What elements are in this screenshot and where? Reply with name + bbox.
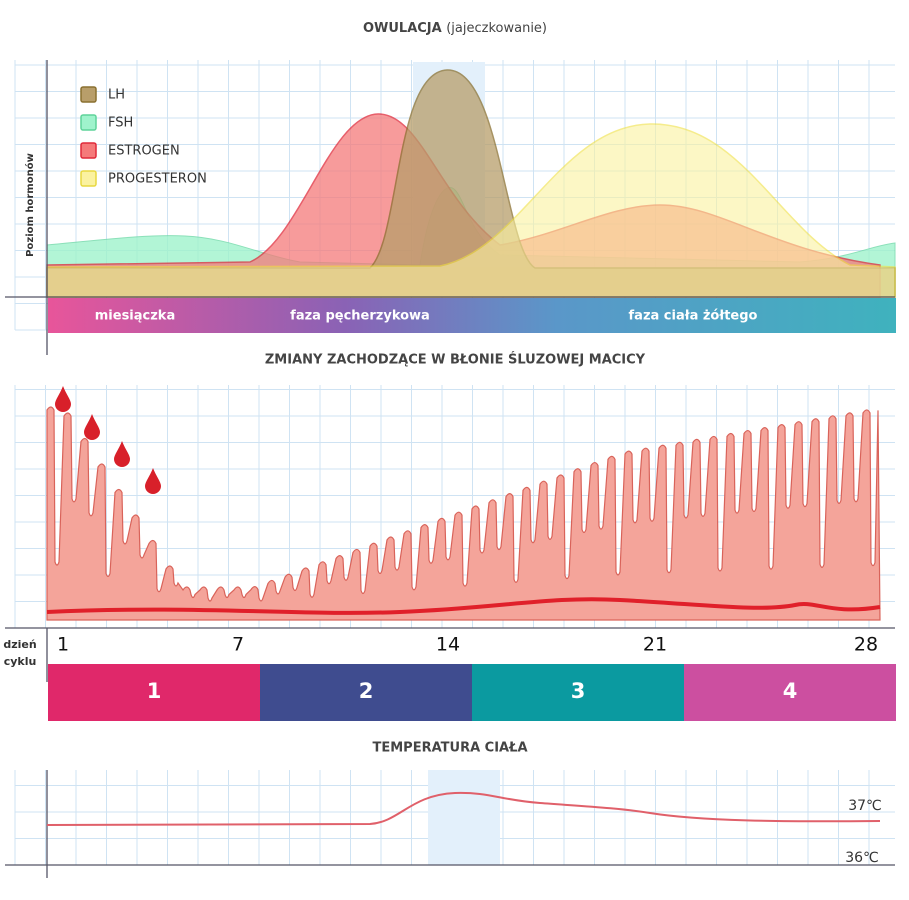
- temp-label: 36℃: [845, 850, 879, 866]
- blood-drop: [145, 468, 161, 494]
- legend-swatch: [80, 114, 97, 131]
- stage-label: 2: [359, 679, 374, 703]
- day-number: 1: [57, 634, 69, 656]
- endometrium-title: ZMIANY ZACHODZĄCE W BŁONIE ŚLUZOWEJ MACI…: [265, 352, 646, 368]
- day-number: 21: [643, 634, 667, 656]
- ovulation-band: [428, 770, 500, 865]
- legend-swatch: [80, 170, 97, 187]
- legend-label: PROGESTERON: [108, 172, 207, 187]
- blood-vessel: [46, 597, 881, 615]
- blood-drop: [84, 414, 100, 440]
- legend-label: LH: [108, 88, 125, 103]
- stage-bar: [472, 664, 684, 721]
- legend-label: ESTROGEN: [108, 144, 180, 159]
- blood-drop: [114, 441, 130, 467]
- progesterone-curve: [46, 123, 896, 298]
- stage-label: 4: [783, 679, 798, 703]
- days: 1 7 14 21 28: [57, 634, 878, 656]
- phase-label: faza pęcherzykowa: [290, 309, 430, 324]
- phase-label: miesiączka: [95, 309, 175, 324]
- day-number: 14: [436, 634, 460, 656]
- stage-bar: [48, 664, 260, 721]
- stage-bar: [684, 664, 896, 721]
- blood-drops: [55, 386, 161, 494]
- stage-label: 3: [571, 679, 586, 703]
- blood-drop: [55, 386, 71, 412]
- day-label: cyklu: [4, 655, 37, 668]
- stage-bar: [260, 664, 472, 721]
- stages: 1 2 3 4: [48, 664, 896, 721]
- legend-swatch: [80, 142, 97, 159]
- legend-label: FSH: [108, 116, 133, 131]
- day-number: 28: [854, 634, 878, 656]
- legend-swatch: [80, 86, 97, 103]
- hormone-title: OWULACJA (jajeczkowanie): [363, 21, 547, 36]
- day-label: dzień: [3, 638, 36, 651]
- phase-label: faza ciała żółtego: [629, 309, 758, 324]
- stage-label: 1: [147, 679, 162, 703]
- day-number: 7: [232, 634, 244, 656]
- y-label: Poziom hormonów: [24, 153, 36, 257]
- legend: LH FSH ESTROGEN PROGESTERON: [80, 86, 207, 187]
- endometrium: [46, 406, 881, 621]
- temperature-title: TEMPERATURA CIAŁA: [372, 741, 527, 756]
- temperature-curve: [46, 791, 881, 826]
- temp-label: 37℃: [848, 798, 882, 814]
- phase-bar: [48, 298, 896, 333]
